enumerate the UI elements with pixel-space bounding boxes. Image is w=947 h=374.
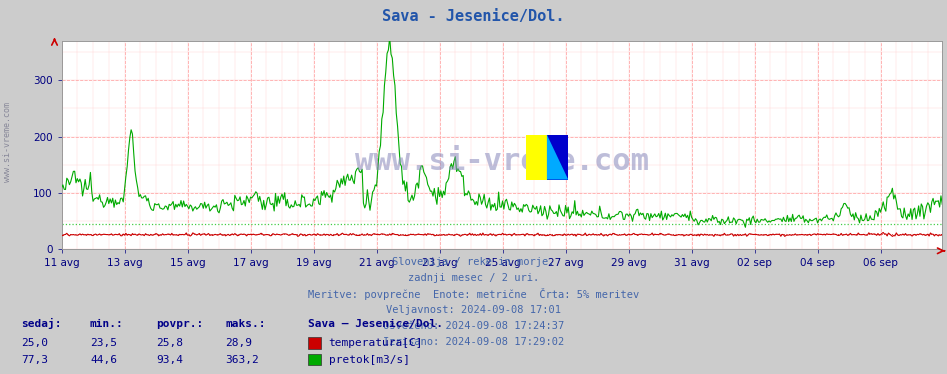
Text: Slovenija / reke in morje.: Slovenija / reke in morje. xyxy=(392,257,555,267)
Polygon shape xyxy=(547,135,568,180)
Text: 44,6: 44,6 xyxy=(90,355,117,365)
Text: 77,3: 77,3 xyxy=(21,355,48,365)
Text: maks.:: maks.: xyxy=(225,319,266,328)
Text: temperatura[C]: temperatura[C] xyxy=(329,338,423,348)
Text: Veljavnost: 2024-09-08 17:01: Veljavnost: 2024-09-08 17:01 xyxy=(386,305,561,315)
Text: 93,4: 93,4 xyxy=(156,355,184,365)
Text: povpr.:: povpr.: xyxy=(156,319,204,328)
Polygon shape xyxy=(526,135,547,180)
Text: min.:: min.: xyxy=(90,319,124,328)
Text: Osveženo: 2024-09-08 17:24:37: Osveženo: 2024-09-08 17:24:37 xyxy=(383,321,564,331)
Text: Sava – Jesenice/Dol.: Sava – Jesenice/Dol. xyxy=(308,319,443,328)
Text: 25,8: 25,8 xyxy=(156,338,184,348)
Text: 28,9: 28,9 xyxy=(225,338,253,348)
Text: Sava - Jesenice/Dol.: Sava - Jesenice/Dol. xyxy=(383,9,564,24)
Text: Izrisano: 2024-09-08 17:29:02: Izrisano: 2024-09-08 17:29:02 xyxy=(383,337,564,347)
Text: Meritve: povprečne  Enote: metrične  Črta: 5% meritev: Meritve: povprečne Enote: metrične Črta:… xyxy=(308,288,639,300)
Text: 363,2: 363,2 xyxy=(225,355,259,365)
Text: 25,0: 25,0 xyxy=(21,338,48,348)
Text: www.si-vreme.com: www.si-vreme.com xyxy=(355,147,649,176)
Text: sedaj:: sedaj: xyxy=(21,318,62,329)
Text: www.si-vreme.com: www.si-vreme.com xyxy=(3,102,12,182)
Polygon shape xyxy=(547,135,568,180)
Text: pretok[m3/s]: pretok[m3/s] xyxy=(329,355,410,365)
Text: zadnji mesec / 2 uri.: zadnji mesec / 2 uri. xyxy=(408,273,539,283)
Text: 23,5: 23,5 xyxy=(90,338,117,348)
